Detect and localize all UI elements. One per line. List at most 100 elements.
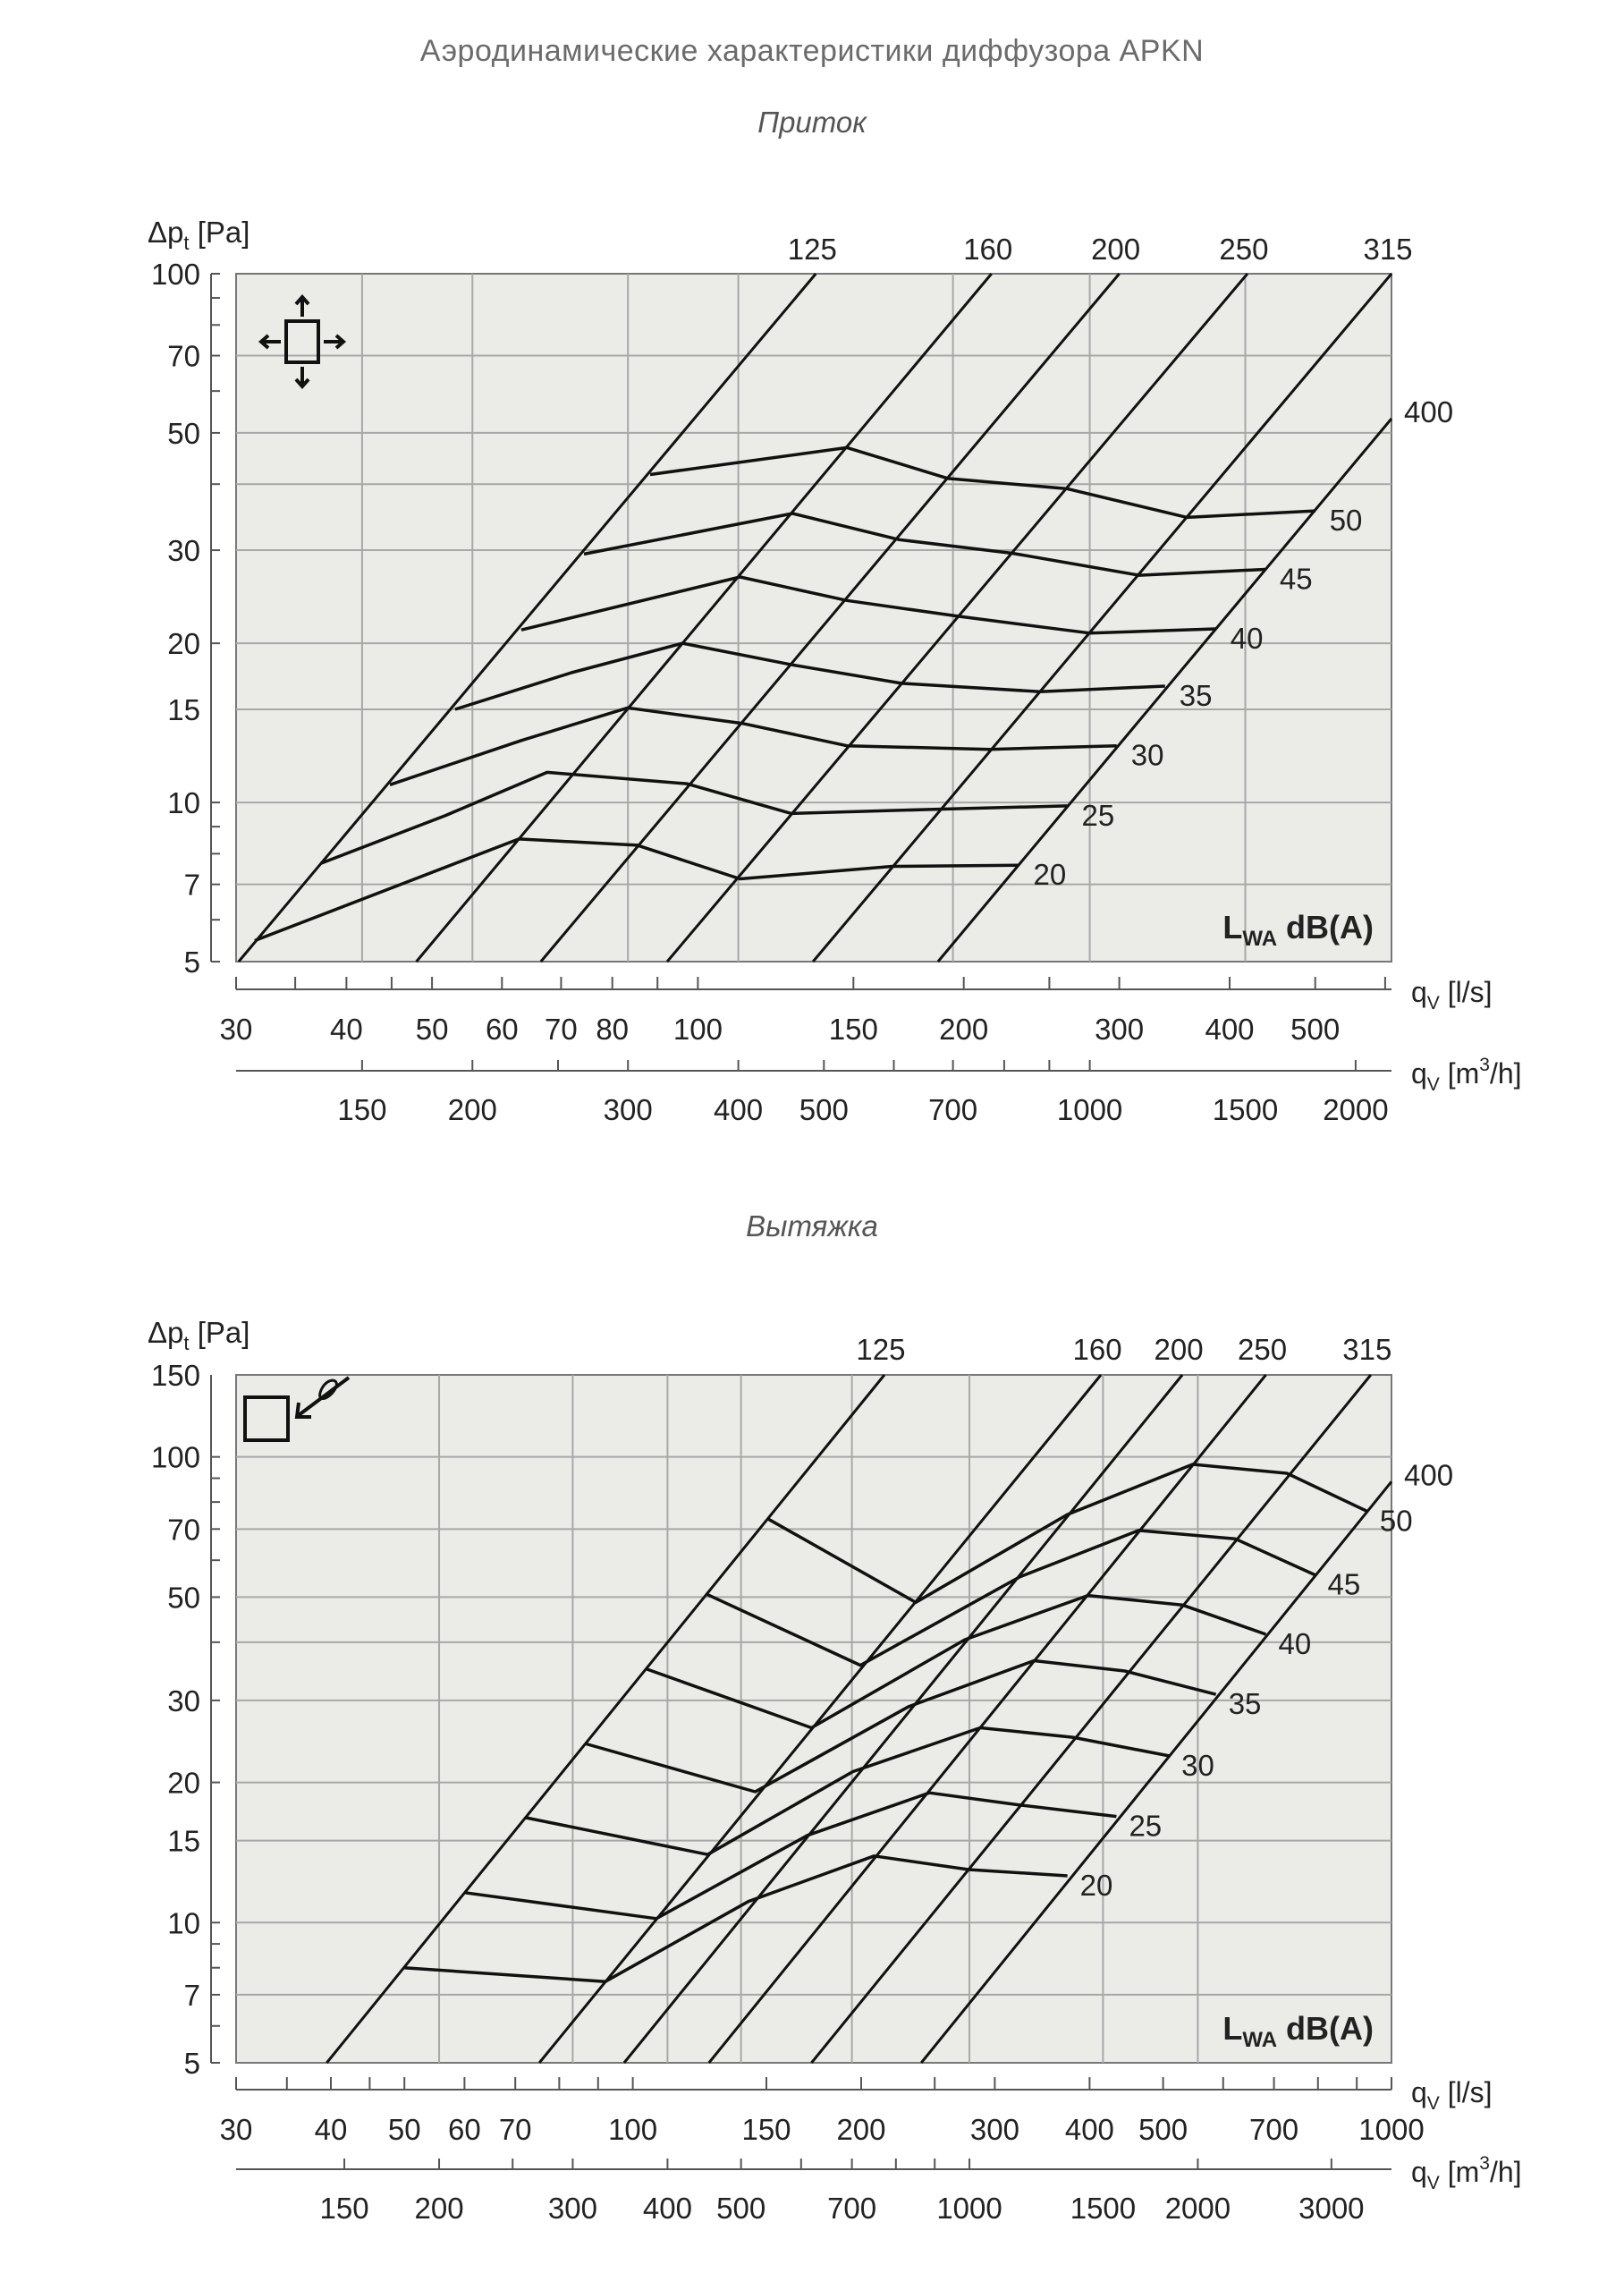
sound-power-annotation: LWA dB(A) bbox=[1222, 909, 1374, 951]
x-axis-label-ls: qV [l/s] bbox=[1411, 2076, 1492, 2114]
x-tick-label: 50 bbox=[388, 2113, 421, 2146]
size-label: 250 bbox=[1219, 233, 1268, 266]
size-line-400 bbox=[936, 418, 1393, 963]
size-line-125 bbox=[326, 1374, 886, 2064]
size-label: 200 bbox=[1155, 1333, 1204, 1366]
size-label: 400 bbox=[1404, 1458, 1453, 1491]
db-label: 45 bbox=[1328, 1568, 1361, 1601]
x-axis-label-m3h: qV [m3/h] bbox=[1411, 1055, 1522, 1095]
x2-tick-label: 200 bbox=[415, 2192, 464, 2225]
x-tick-label: 200 bbox=[939, 1013, 988, 1046]
size-label: 200 bbox=[1091, 233, 1140, 266]
size-label: 125 bbox=[856, 1333, 905, 1366]
db-label: 20 bbox=[1034, 858, 1067, 891]
x-tick-label: 80 bbox=[596, 1013, 629, 1046]
x-tick-label: 100 bbox=[673, 1013, 723, 1046]
y-label-sub: t bbox=[183, 1332, 189, 1354]
y-label-main: Δp bbox=[148, 1316, 183, 1349]
size-line-400 bbox=[920, 1480, 1393, 2064]
db-label: 35 bbox=[1180, 679, 1213, 712]
y-tick-label: 10 bbox=[167, 786, 200, 819]
exhaust-pressure-chart: 150 100 70 50 30 20 15 10 7 5 Δpt [Pa] 30 40 50 60 70 10… bbox=[148, 1316, 1522, 2225]
page-title: Аэродинамические характеристики диффузор… bbox=[419, 34, 1205, 68]
y-tick-label: 50 bbox=[167, 1581, 200, 1614]
size-line-125 bbox=[237, 273, 817, 963]
size-line-200 bbox=[622, 1374, 1184, 2064]
y-label-sub: t bbox=[183, 232, 189, 254]
x-tick-label: 400 bbox=[1205, 1013, 1254, 1046]
x-tick-label: 60 bbox=[448, 2113, 481, 2146]
size-line-250 bbox=[707, 1374, 1267, 2064]
db-curve-30 bbox=[389, 706, 1117, 786]
db-curve-50 bbox=[649, 445, 1315, 520]
db-curve-30 bbox=[525, 1726, 1170, 1856]
size-line-200 bbox=[539, 273, 1121, 963]
x-tick-label: 40 bbox=[315, 2113, 348, 2146]
y-tick-label: 100 bbox=[151, 258, 200, 291]
x2-tick-label: 400 bbox=[714, 1093, 763, 1126]
y-label-unit: [Pa] bbox=[190, 216, 250, 249]
x2-tick-label: 500 bbox=[716, 2192, 765, 2225]
y-tick-label: 7 bbox=[184, 1979, 200, 2012]
x-tick-label: 30 bbox=[220, 2113, 253, 2146]
x-tick-label: 150 bbox=[829, 1013, 878, 1046]
db-label: 40 bbox=[1231, 622, 1264, 655]
size-label: 160 bbox=[1073, 1333, 1122, 1366]
x2-tick-label: 1500 bbox=[1070, 2192, 1136, 2225]
y-tick-label: 30 bbox=[167, 1684, 200, 1718]
y-tick-label: 70 bbox=[167, 1513, 200, 1546]
x2-tick-label: 1000 bbox=[1057, 1093, 1122, 1126]
x2-tick-label: 150 bbox=[337, 1093, 386, 1126]
x2-tick-label: 700 bbox=[928, 1093, 977, 1126]
x-tick-label: 70 bbox=[499, 2113, 532, 2146]
db-label: 20 bbox=[1080, 1869, 1113, 1902]
x2-tick-label: 3000 bbox=[1298, 2192, 1364, 2225]
x-tick-label: 200 bbox=[836, 2113, 885, 2146]
x2-tick-label: 150 bbox=[320, 2192, 369, 2225]
supply-pressure-chart: 100 70 50 30 20 15 10 7 5 Δpt [Pa] 30 40 50 60 70 80 100… bbox=[148, 216, 1522, 1126]
y-tick-label: 50 bbox=[167, 417, 200, 450]
db-label: 40 bbox=[1279, 1627, 1312, 1660]
y-label-main: Δp bbox=[148, 216, 183, 249]
x2-tick-label: 200 bbox=[448, 1093, 497, 1126]
x-tick-label: 500 bbox=[1138, 2113, 1188, 2146]
x2-tick-label: 1000 bbox=[936, 2192, 1002, 2225]
x-tick-label: 150 bbox=[741, 2113, 791, 2146]
x-tick-label: 300 bbox=[1095, 1013, 1144, 1046]
sound-power-annotation: LWA dB(A) bbox=[1222, 2010, 1374, 2052]
exhaust-inflow-arrow-icon bbox=[243, 1376, 351, 1442]
x-tick-label: 40 bbox=[330, 1013, 363, 1046]
y-tick-label: 15 bbox=[167, 693, 200, 726]
supply-section-title: Приток bbox=[757, 106, 867, 139]
db-curve-35 bbox=[585, 1658, 1217, 1794]
size-line-160 bbox=[415, 273, 993, 963]
x2-tick-label: 400 bbox=[643, 2192, 692, 2225]
db-label: 50 bbox=[1380, 1505, 1413, 1538]
db-curve-50 bbox=[767, 1463, 1368, 1605]
size-line-315 bbox=[811, 273, 1393, 963]
db-label: 25 bbox=[1129, 1810, 1162, 1843]
x-tick-label: 500 bbox=[1290, 1013, 1340, 1046]
x2-tick-label: 700 bbox=[827, 2192, 876, 2225]
x2-tick-label: 1500 bbox=[1213, 1093, 1278, 1126]
exhaust-section-title: Вытяжка bbox=[746, 1209, 878, 1243]
db-curve-25 bbox=[463, 1791, 1117, 1921]
db-label: 25 bbox=[1082, 799, 1115, 832]
db-curve-20 bbox=[254, 837, 1019, 943]
size-line-315 bbox=[810, 1374, 1372, 2064]
db-curve-45 bbox=[583, 512, 1265, 577]
plot-area bbox=[235, 273, 1392, 963]
x-axis-label-ls: qV [l/s] bbox=[1411, 976, 1492, 1014]
y-tick-label: 70 bbox=[167, 340, 200, 373]
x-tick-label: 100 bbox=[608, 2113, 657, 2146]
x2-tick-label: 2000 bbox=[1165, 2192, 1231, 2225]
y-tick-label: 100 bbox=[151, 1441, 200, 1474]
y-tick-label: 30 bbox=[167, 534, 200, 567]
y-axis-label: Δpt [Pa] bbox=[148, 1316, 250, 1354]
db-label: 30 bbox=[1181, 1749, 1214, 1782]
x-tick-label: 30 bbox=[220, 1013, 253, 1046]
x-tick-label: 400 bbox=[1065, 2113, 1114, 2146]
db-label: 50 bbox=[1330, 504, 1363, 537]
size-label: 160 bbox=[963, 233, 1012, 266]
x-tick-label: 70 bbox=[545, 1013, 578, 1046]
